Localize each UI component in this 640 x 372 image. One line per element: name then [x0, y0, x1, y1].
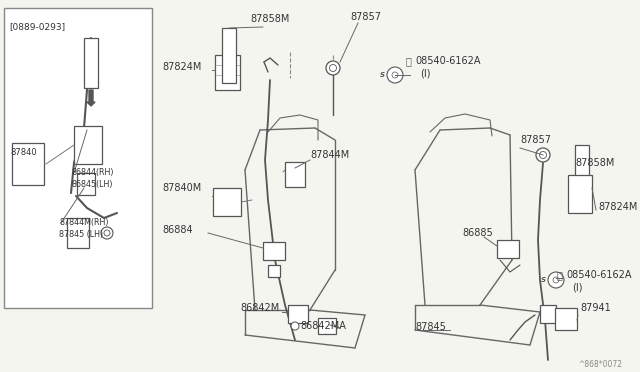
Bar	[74, 126, 102, 164]
FancyArrow shape	[87, 90, 95, 106]
Bar	[67, 218, 89, 248]
Bar	[555, 308, 577, 330]
Bar	[215, 55, 240, 90]
Text: Ⓢ: Ⓢ	[557, 270, 563, 280]
Text: 87840: 87840	[10, 148, 36, 157]
Bar	[575, 145, 589, 203]
Bar	[285, 162, 305, 187]
Bar	[84, 38, 98, 88]
Circle shape	[548, 272, 564, 288]
Bar	[77, 173, 95, 195]
Bar	[4, 8, 152, 308]
Text: 86844(RH): 86844(RH)	[72, 168, 115, 177]
Text: 87858M: 87858M	[575, 158, 614, 168]
Text: 87844M: 87844M	[310, 150, 349, 160]
Text: 86885: 86885	[462, 228, 493, 238]
Bar	[540, 305, 556, 323]
Bar	[288, 305, 308, 323]
Text: 87858M: 87858M	[250, 14, 289, 24]
Circle shape	[392, 72, 398, 78]
Text: 87857: 87857	[350, 12, 381, 22]
Text: 87845: 87845	[415, 322, 446, 332]
Text: 86842MA: 86842MA	[300, 321, 346, 331]
Bar	[213, 188, 241, 216]
Circle shape	[540, 151, 547, 158]
Circle shape	[104, 230, 110, 236]
Text: [0889-0293]: [0889-0293]	[9, 22, 65, 31]
Text: 87844M(RH): 87844M(RH)	[59, 218, 109, 227]
Bar	[568, 175, 592, 213]
Text: 87840M: 87840M	[162, 183, 201, 193]
Text: 87941: 87941	[580, 303, 611, 313]
Text: 87857: 87857	[520, 135, 551, 145]
Text: (I): (I)	[572, 282, 582, 292]
Circle shape	[330, 64, 337, 71]
Text: Ⓢ: Ⓢ	[406, 56, 412, 66]
Text: 86884: 86884	[162, 225, 193, 235]
Circle shape	[326, 61, 340, 75]
Bar	[12, 143, 44, 185]
Text: 86842M: 86842M	[240, 303, 279, 313]
Circle shape	[101, 227, 113, 239]
Text: 08540-6162A: 08540-6162A	[566, 270, 632, 280]
Circle shape	[536, 148, 550, 162]
Bar	[497, 240, 519, 258]
Bar	[318, 318, 336, 334]
Text: 08540-6162A: 08540-6162A	[415, 56, 481, 66]
Bar	[268, 265, 280, 277]
Text: (I): (I)	[420, 68, 431, 78]
Bar	[222, 28, 236, 83]
Text: 86845(LH): 86845(LH)	[72, 180, 113, 189]
Text: S: S	[541, 277, 546, 283]
Circle shape	[387, 67, 403, 83]
Text: S: S	[380, 72, 385, 78]
Text: 87824M: 87824M	[598, 202, 637, 212]
Circle shape	[553, 277, 559, 283]
Circle shape	[291, 322, 299, 330]
Text: 87824M: 87824M	[162, 62, 202, 72]
Text: 87845 (LH): 87845 (LH)	[59, 230, 103, 239]
Bar	[263, 242, 285, 260]
Text: ^868*0072: ^868*0072	[578, 360, 622, 369]
